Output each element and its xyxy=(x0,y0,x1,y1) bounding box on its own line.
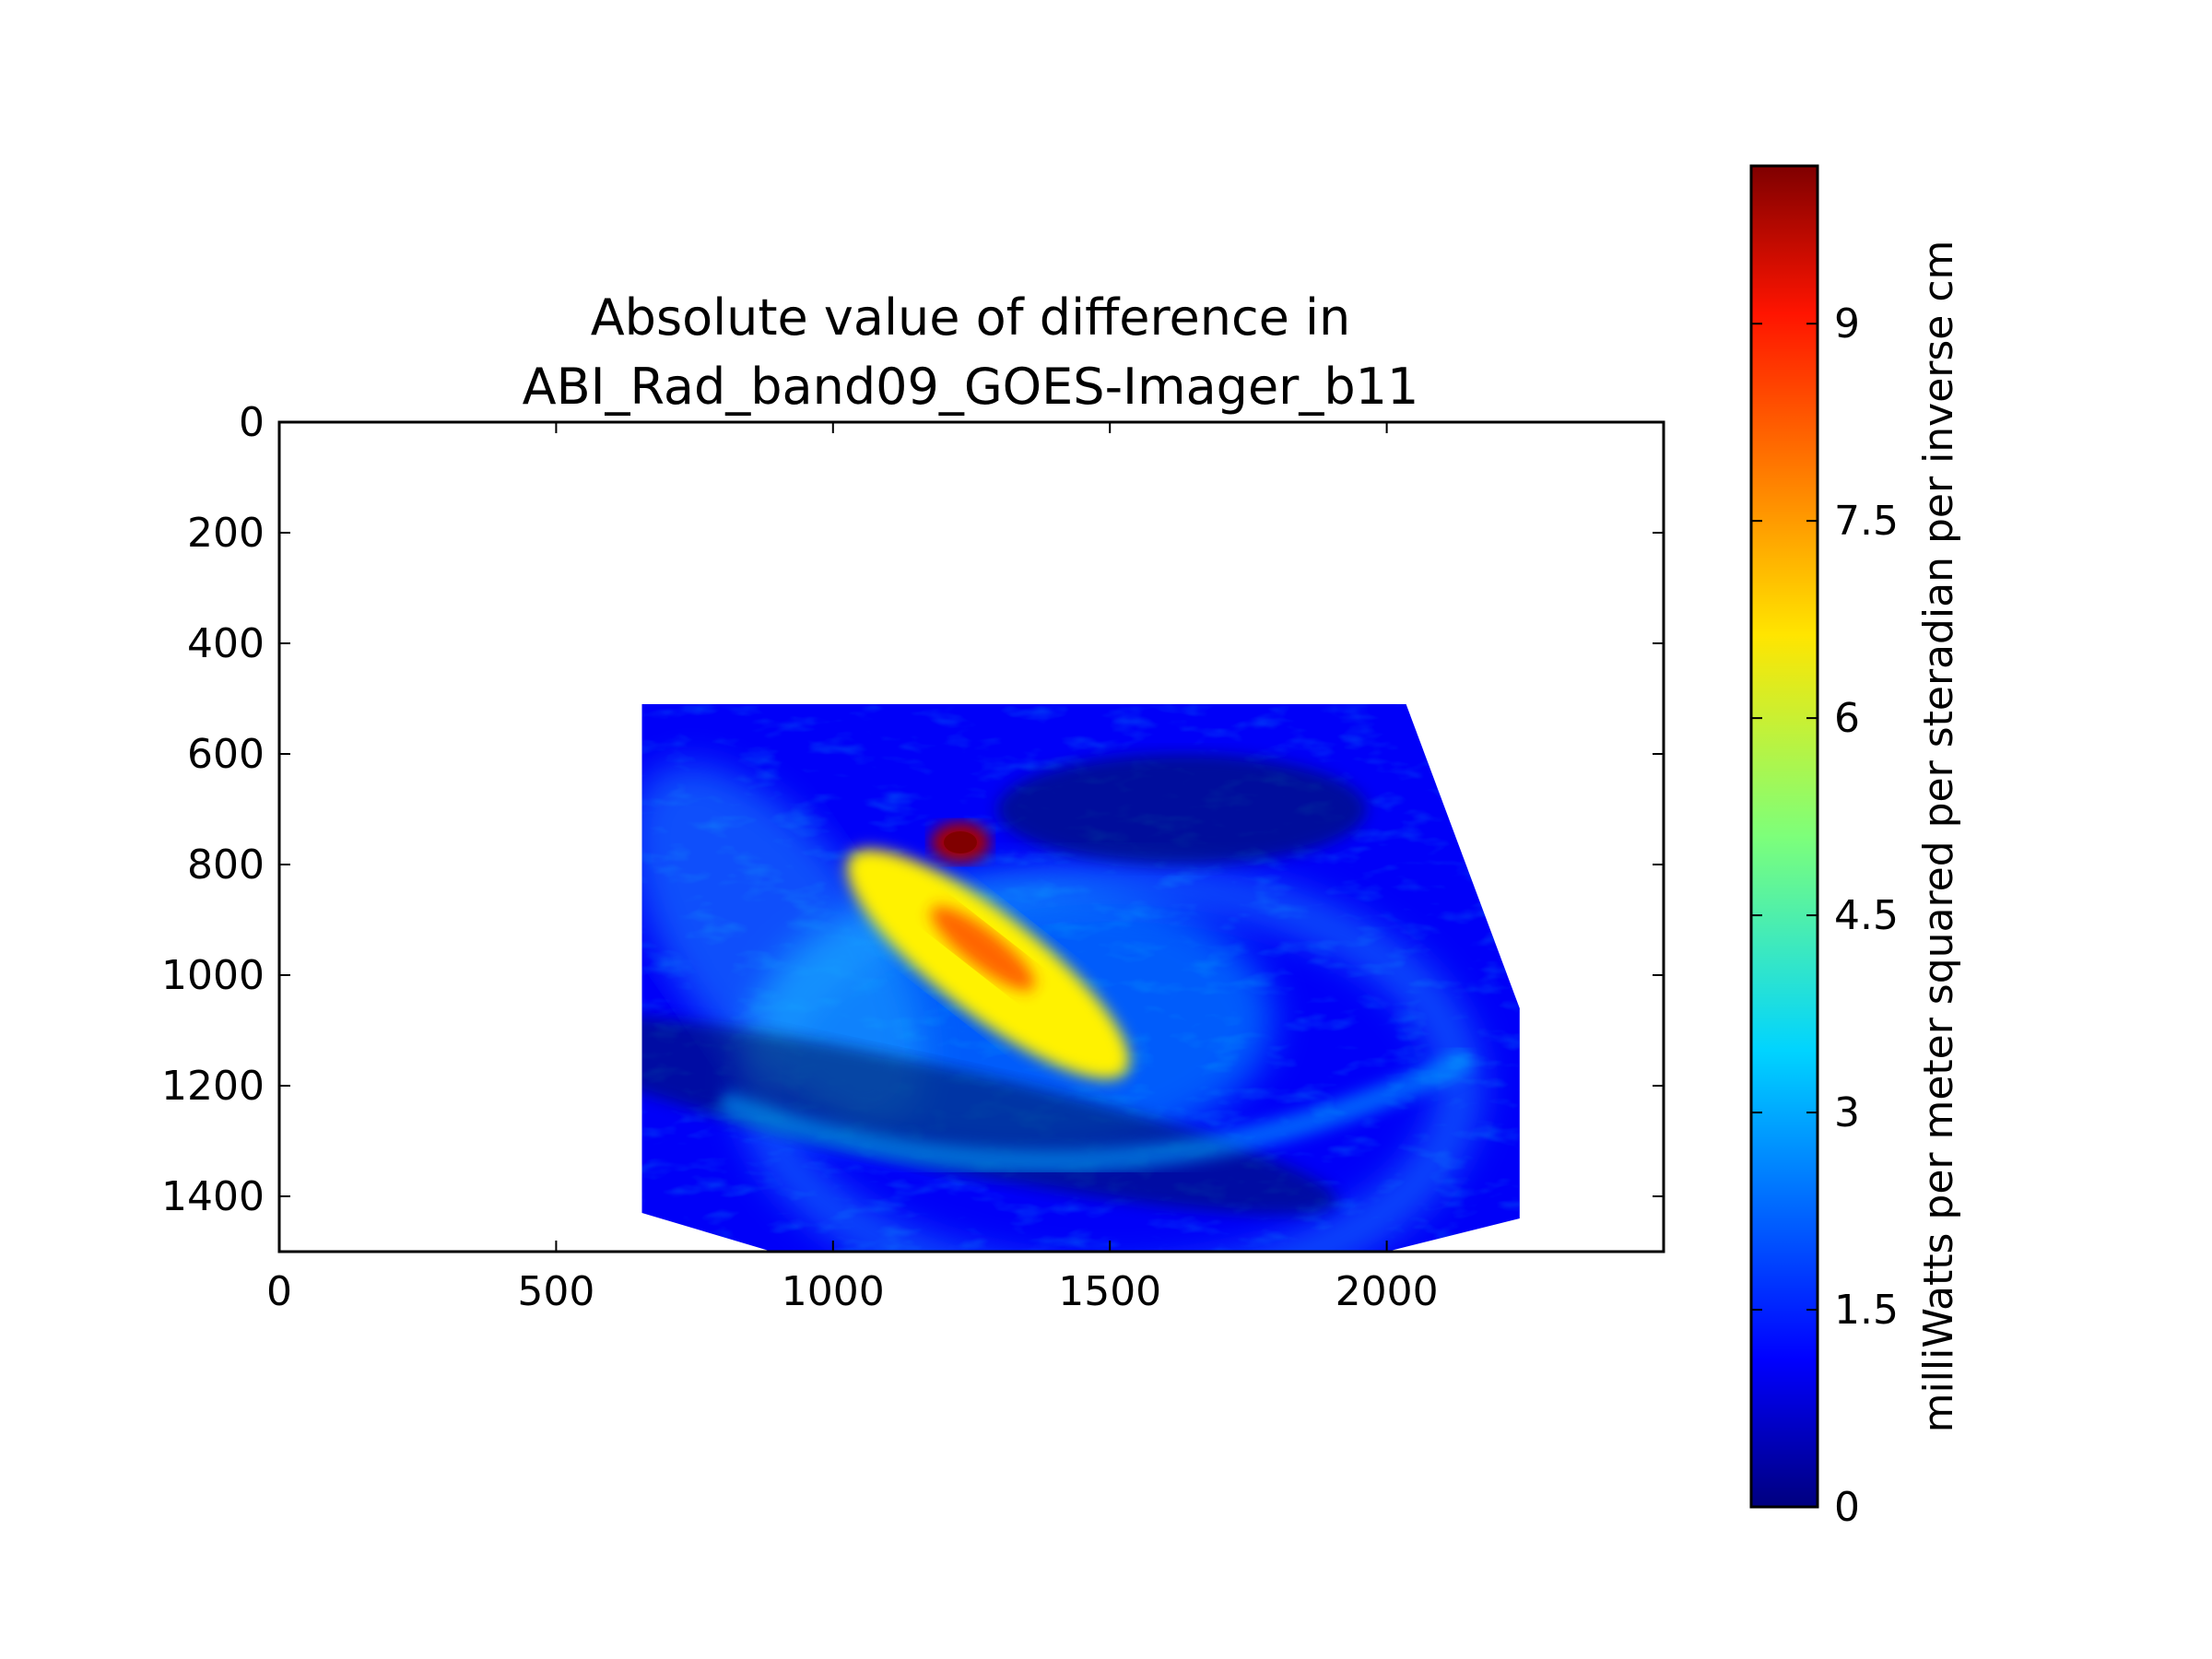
x-tick-label: 2000 xyxy=(1335,1268,1439,1315)
colorbar-tick-label: 0 xyxy=(1834,1484,1860,1531)
y-tick-label: 800 xyxy=(187,841,265,888)
y-tick-label: 600 xyxy=(187,731,265,778)
dark-cloud xyxy=(997,754,1367,865)
heatmap-features xyxy=(641,754,1482,1252)
y-tick-label: 400 xyxy=(187,620,265,667)
plot-frame xyxy=(277,420,1665,1253)
colorbar-tick-label: 9 xyxy=(1834,300,1860,347)
colorbar-tick-label: 7.5 xyxy=(1834,498,1899,545)
y-tick-label: 1200 xyxy=(161,1063,265,1110)
colorbar-tick-label: 6 xyxy=(1834,695,1860,742)
colorbar-tick-label: 4.5 xyxy=(1834,892,1899,939)
colorbar-ticks: 0 1.5 3 4.5 6 7.5 9 xyxy=(1751,300,1899,1531)
colorbar-tick-label: 3 xyxy=(1834,1089,1860,1136)
chart-title-line-1: Absolute value of difference in xyxy=(591,288,1351,347)
colorbar-tick-label: 1.5 xyxy=(1834,1287,1899,1334)
x-axis: 0 500 1000 1500 2000 xyxy=(266,422,1439,1315)
x-tick-label: 1000 xyxy=(782,1268,885,1315)
x-tick-label: 500 xyxy=(517,1268,594,1315)
y-axis: 0 200 400 600 800 1000 1200 1400 xyxy=(161,399,1664,1220)
colorbar-label: milliWatts per meter squared per steradi… xyxy=(1915,241,1962,1433)
x-tick-label: 0 xyxy=(266,1268,292,1315)
colorbar xyxy=(1749,164,1819,1509)
y-tick-label: 200 xyxy=(187,510,265,557)
band-core xyxy=(930,905,1035,991)
arc-mark xyxy=(718,1047,1476,1174)
y-tick-label: 1000 xyxy=(161,952,265,999)
west-streaks xyxy=(641,764,925,1131)
chart-title-line-2: ABI_Rad_band09_GOES-Imager_b11 xyxy=(523,358,1419,416)
hotspot-core xyxy=(943,831,977,853)
y-tick-label: 1400 xyxy=(161,1173,265,1220)
y-tick-label: 0 xyxy=(239,399,265,446)
x-tick-label: 1500 xyxy=(1058,1268,1161,1315)
